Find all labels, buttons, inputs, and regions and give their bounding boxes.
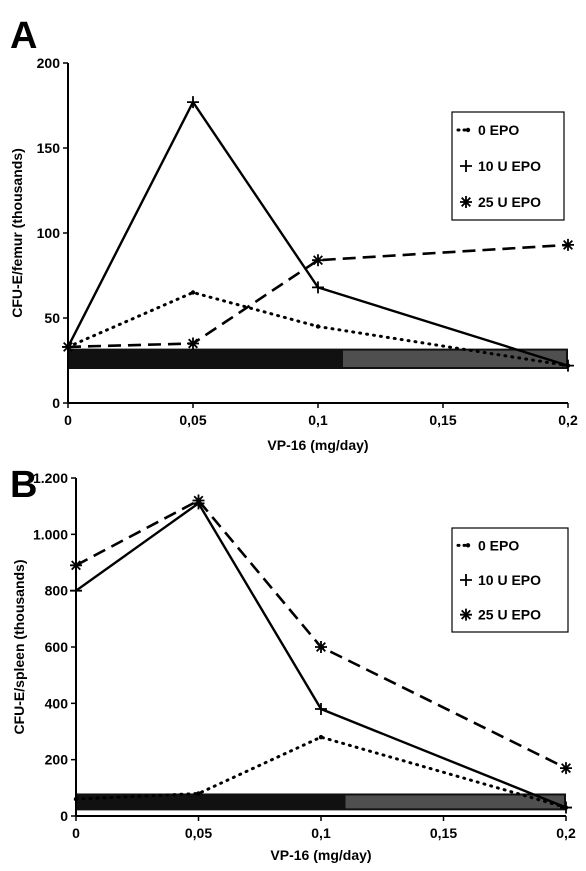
data-point-plus-1-0 [70,584,82,597]
legend-marker-dot [465,543,471,548]
series-line-25-u-epo [67,243,569,349]
data-point-star-2-0 [62,340,74,353]
legend-label: 0 EPO [478,537,519,553]
data-point-dot-0-1 [196,791,201,796]
y-tick-label: 600 [45,639,69,655]
y-tick-label: 100 [37,225,61,241]
x-tick-label: 0,05 [179,412,206,428]
legend-label: 0 EPO [478,122,519,138]
data-point-star-2-0 [70,559,82,572]
y-tick-label: 50 [44,310,60,326]
y-tick-label: 800 [45,583,69,599]
x-tick-label: 0,2 [556,825,576,841]
legend-label: 10 U EPO [478,572,541,588]
data-point-plus-1-3 [560,801,572,814]
y-axis-label: CFU-E/femur (thousands) [9,148,25,318]
x-tick-label: 0,2 [558,412,578,428]
y-tick-label: 0 [52,395,60,411]
legend-label: 25 U EPO [478,607,541,623]
x-tick-label: 0 [72,825,80,841]
data-point-plus-1-2 [312,281,324,294]
legend-marker-dot [465,127,471,133]
legend: 0 EPO 10 U EPO 25 U EPO [451,527,569,633]
data-point-plus-1-1 [187,96,199,109]
chart-panel-b: B 0 200 400 600 800 1.000 1.200 0 0,05 0,1 0,15 0,2… [10,464,576,863]
y-tick-label: 400 [45,695,69,711]
series-line-0-epo [74,735,568,809]
x-tick-label: 0,1 [308,412,328,428]
y-tick-label: 1.000 [33,526,68,542]
y-tick-label: 0 [60,808,68,824]
x-tick-label: 0,15 [430,825,457,841]
data-point-star-legend-2 [460,608,472,621]
y-tick-label: 1.200 [33,470,68,486]
baseline-band-shade [345,795,564,809]
panel-letter-b: B [10,464,37,506]
x-tick-label: 0,05 [185,825,212,841]
legend: 0 EPO 10 U EPO 25 U EPO [451,111,565,221]
panel-letter-a: A [10,15,37,57]
data-point-plus-1-3 [562,359,574,372]
legend-label: 10 U EPO [478,158,541,174]
data-point-star-2-2 [312,254,324,267]
y-axis-label: CFU-E/spleen (thousands) [11,559,27,734]
y-tick-label: 200 [45,752,69,768]
data-point-star-2-3 [560,762,572,775]
baseline-band-shade [343,350,566,367]
chart-panel-a: A 0 50 100 150 200 0 0,05 0,1 0,15 0,2 VP-16 (mg/d… [9,15,578,453]
legend-label: 25 U EPO [478,194,541,210]
data-point-dot-0-1 [190,290,196,295]
y-tick-label: 150 [37,140,61,156]
x-tick-label: 0,15 [429,412,456,428]
data-point-dot-0-2 [315,324,321,329]
data-point-star-legend-2 [460,196,472,208]
y-tick-label: 200 [37,55,61,71]
series-line-10-u-epo [66,99,569,367]
data-point-star-2-2 [315,641,327,653]
data-point-dot-0-0 [73,796,79,802]
x-tick-label: 0 [64,412,72,428]
series-line-0-epo [66,290,570,368]
x-axis-label: VP-16 (mg/day) [267,437,368,453]
data-point-plus-1-2 [315,702,327,715]
x-tick-label: 0,1 [311,825,331,841]
series-line-10-u-epo [75,501,567,809]
data-point-dot-0-2 [318,734,324,740]
data-point-star-2-1 [187,337,199,350]
data-point-plus-legend-1 [460,160,472,172]
series-line-25-u-epo [75,498,567,770]
data-point-plus-legend-1 [460,574,472,586]
data-point-star-2-1 [192,494,205,507]
x-axis-label: VP-16 (mg/day) [270,847,371,863]
data-point-star-2-3 [562,238,574,251]
